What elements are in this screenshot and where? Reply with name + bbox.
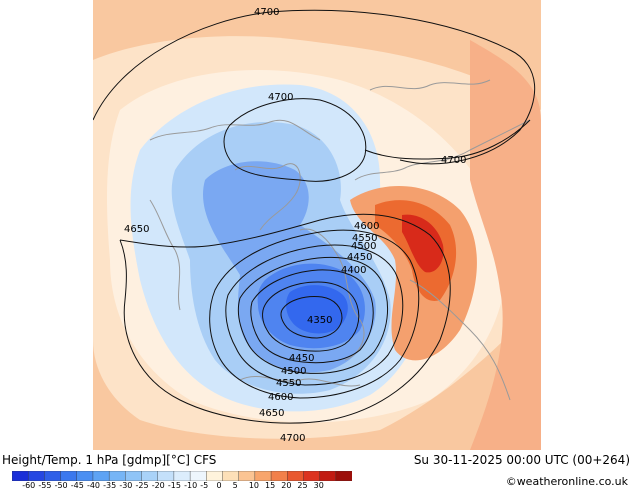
color-scale-tick: 0 bbox=[216, 481, 222, 490]
map-footer: Height/Temp. 1 hPa [gdmp][°C] CFS Su 30-… bbox=[0, 450, 634, 490]
color-scale-labels: -60 -55 -50 -45 -40 -35 -30 -25 -20 -15 -10 -5 0 5 10 1… bbox=[0, 450, 634, 490]
label-c4550-top: 4550 bbox=[352, 233, 377, 244]
contour-4350 bbox=[280, 296, 343, 339]
label-c4450-top: 4450 bbox=[347, 252, 372, 263]
label-c4550-bottom: 4550 bbox=[276, 378, 301, 389]
weather-map: 4700 4700 4700 4650 4600 4550 4500 4450 … bbox=[93, 0, 541, 450]
map-title: Height/Temp. 1 hPa [gdmp][°C] CFS bbox=[2, 453, 217, 467]
coastlines bbox=[149, 79, 531, 401]
color-scale-tick: -5 bbox=[200, 481, 209, 490]
color-scale-tick: -45 bbox=[70, 481, 84, 490]
color-scale-tick: -10 bbox=[184, 481, 198, 490]
contour-4500 bbox=[237, 256, 388, 374]
label-c4700-inner: 4700 bbox=[268, 92, 293, 103]
contour-4700-outer bbox=[93, 9, 536, 165]
label-c4650-left: 4650 bbox=[124, 224, 149, 235]
label-c4450-bottom: 4450 bbox=[289, 353, 314, 364]
label-c4400-top: 4400 bbox=[341, 265, 366, 276]
label-c4700-bottom: 4700 bbox=[280, 433, 305, 444]
color-scale-tick: 5 bbox=[232, 481, 238, 490]
cold-core-max bbox=[286, 285, 348, 334]
label-c4600-top: 4600 bbox=[354, 221, 379, 232]
contour-4600 bbox=[209, 229, 420, 399]
contour-4700-inner bbox=[223, 98, 367, 182]
label-c4700-right: 4700 bbox=[441, 155, 466, 166]
color-scale-tick: -40 bbox=[86, 481, 101, 490]
contour-4700-east bbox=[364, 119, 531, 160]
contour-4450 bbox=[250, 269, 374, 364]
height-contours bbox=[93, 9, 536, 424]
contour-4400 bbox=[262, 281, 360, 352]
color-scale-tick: -25 bbox=[135, 481, 149, 490]
color-scale-tick: -50 bbox=[54, 481, 68, 490]
map-valid-time: Su 30-11-2025 00:00 UTC (00+264) bbox=[413, 453, 630, 467]
color-scale-tick: -15 bbox=[167, 481, 181, 490]
color-scale bbox=[12, 471, 352, 481]
color-scale-tick: 20 bbox=[281, 481, 292, 490]
color-scale-tick: 25 bbox=[297, 481, 308, 490]
label-c4700-top: 4700 bbox=[254, 7, 279, 18]
color-scale-tick: -35 bbox=[103, 481, 117, 490]
color-scale-tick: -30 bbox=[119, 481, 133, 490]
color-scale-tick: -60 bbox=[22, 481, 36, 490]
label-c4500-top: 4500 bbox=[351, 241, 376, 252]
color-scale-swatch bbox=[335, 471, 352, 481]
color-scale-tick: -20 bbox=[151, 481, 165, 490]
warm-east-region bbox=[470, 40, 541, 450]
label-c4650-bottom: 4650 bbox=[259, 408, 284, 419]
label-c4500-bottom: 4500 bbox=[281, 366, 306, 377]
credit-link[interactable]: ©weatheronline.co.uk bbox=[505, 475, 628, 488]
color-scale-tick: -55 bbox=[38, 481, 52, 490]
contour-4550 bbox=[225, 244, 404, 386]
label-c4350-center: 4350 bbox=[307, 315, 332, 326]
label-c4600-bottom: 4600 bbox=[268, 392, 293, 403]
contour-4650 bbox=[119, 213, 451, 424]
color-scale-tick: 30 bbox=[313, 481, 324, 490]
color-scale-tick: 15 bbox=[265, 481, 276, 490]
contour-labels: 4700 4700 4700 4650 4600 4550 4500 4450 … bbox=[124, 7, 466, 444]
color-scale-tick: 10 bbox=[248, 481, 260, 490]
warm-anomaly-max bbox=[402, 214, 444, 273]
